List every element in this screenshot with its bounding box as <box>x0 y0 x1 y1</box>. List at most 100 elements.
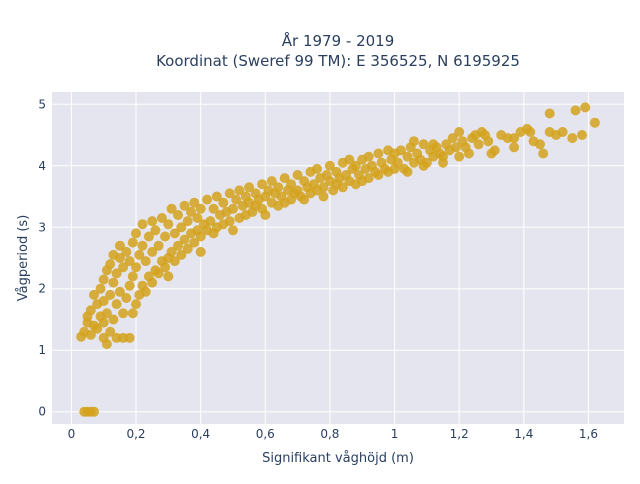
data-point <box>98 274 109 285</box>
data-point <box>186 206 196 217</box>
data-point <box>544 108 555 119</box>
data-point <box>118 262 129 273</box>
data-point <box>89 289 99 300</box>
data-points <box>76 102 600 417</box>
data-point <box>124 332 135 343</box>
x-tick-label: 0,2 <box>126 427 145 441</box>
data-point <box>153 240 164 251</box>
data-point <box>160 231 171 242</box>
data-point <box>218 197 229 208</box>
data-point <box>137 240 148 251</box>
data-point <box>195 203 206 214</box>
y-tick-label: 0 <box>38 405 46 419</box>
data-point <box>173 210 183 220</box>
data-point <box>257 179 268 190</box>
data-point <box>451 142 461 153</box>
chart-title-line-2: Koordinat (Sweref 99 TM): E 356525, N 61… <box>156 52 520 70</box>
data-point <box>577 130 587 140</box>
data-point <box>176 249 187 260</box>
x-tick-label: 0,6 <box>256 427 275 441</box>
data-point <box>205 216 216 227</box>
data-point <box>163 219 174 230</box>
data-point <box>538 148 549 159</box>
data-point <box>208 203 219 214</box>
data-point <box>179 234 190 245</box>
grid <box>52 92 624 424</box>
data-point <box>408 136 419 147</box>
x-tick-label: 0 <box>68 427 76 441</box>
data-point <box>580 102 591 113</box>
data-point <box>189 197 200 208</box>
data-point <box>153 268 164 279</box>
data-point <box>337 182 348 193</box>
y-tick-label: 2 <box>38 282 46 296</box>
x-tick-label: 1,2 <box>450 427 469 441</box>
data-point <box>108 277 119 288</box>
data-point <box>224 216 235 227</box>
data-point <box>292 170 303 180</box>
x-tick-label: 0,8 <box>320 427 339 441</box>
data-point <box>137 219 148 230</box>
data-point <box>418 160 429 171</box>
data-point <box>173 240 183 251</box>
data-point <box>286 179 297 190</box>
data-point <box>228 203 238 214</box>
y-tick-label: 3 <box>38 220 46 234</box>
data-point <box>134 249 145 260</box>
data-point <box>147 277 158 288</box>
data-point <box>101 339 112 350</box>
chart-title-line-1: År 1979 - 2019 <box>282 31 395 50</box>
data-point <box>525 127 536 137</box>
data-point <box>244 182 255 193</box>
x-axis-title: Signifikant våghöjd (m) <box>262 451 414 466</box>
data-point <box>373 170 384 180</box>
data-point <box>95 283 106 294</box>
data-point <box>402 166 413 177</box>
data-point <box>231 194 242 205</box>
data-point <box>98 317 109 328</box>
data-point <box>396 145 406 156</box>
data-point <box>85 329 96 340</box>
data-point <box>192 213 203 223</box>
data-point <box>105 259 116 270</box>
data-point <box>273 182 284 193</box>
y-axis-title: Vågperiod (s) <box>16 215 31 302</box>
data-point <box>324 160 335 171</box>
data-point <box>418 139 429 150</box>
data-point <box>473 139 484 150</box>
data-point <box>147 246 158 257</box>
data-point <box>211 191 222 202</box>
data-point <box>169 228 180 239</box>
data-point <box>131 228 141 239</box>
data-point <box>454 127 465 137</box>
data-point <box>228 225 238 236</box>
data-point <box>402 151 413 162</box>
data-point <box>143 231 154 242</box>
data-point <box>176 222 187 233</box>
data-point <box>447 133 458 144</box>
y-tick-label: 5 <box>38 97 46 111</box>
data-point <box>557 127 568 137</box>
x-tick-label: 1,6 <box>579 427 598 441</box>
data-point <box>121 293 132 303</box>
data-point <box>118 308 129 319</box>
data-point <box>114 253 125 263</box>
data-point <box>363 173 374 184</box>
data-point <box>127 271 138 282</box>
data-point <box>163 271 174 282</box>
data-point <box>166 246 177 257</box>
data-point <box>312 163 322 174</box>
data-point <box>589 117 600 128</box>
data-point <box>428 139 439 150</box>
data-point <box>486 148 497 159</box>
x-tick-label: 0,4 <box>191 427 210 441</box>
data-point <box>195 246 206 257</box>
data-point <box>124 256 135 267</box>
data-point <box>101 308 112 319</box>
data-point <box>127 237 138 248</box>
data-point <box>266 176 277 187</box>
data-point <box>111 268 122 279</box>
data-point <box>147 216 158 227</box>
y-tick-label: 4 <box>38 159 46 173</box>
